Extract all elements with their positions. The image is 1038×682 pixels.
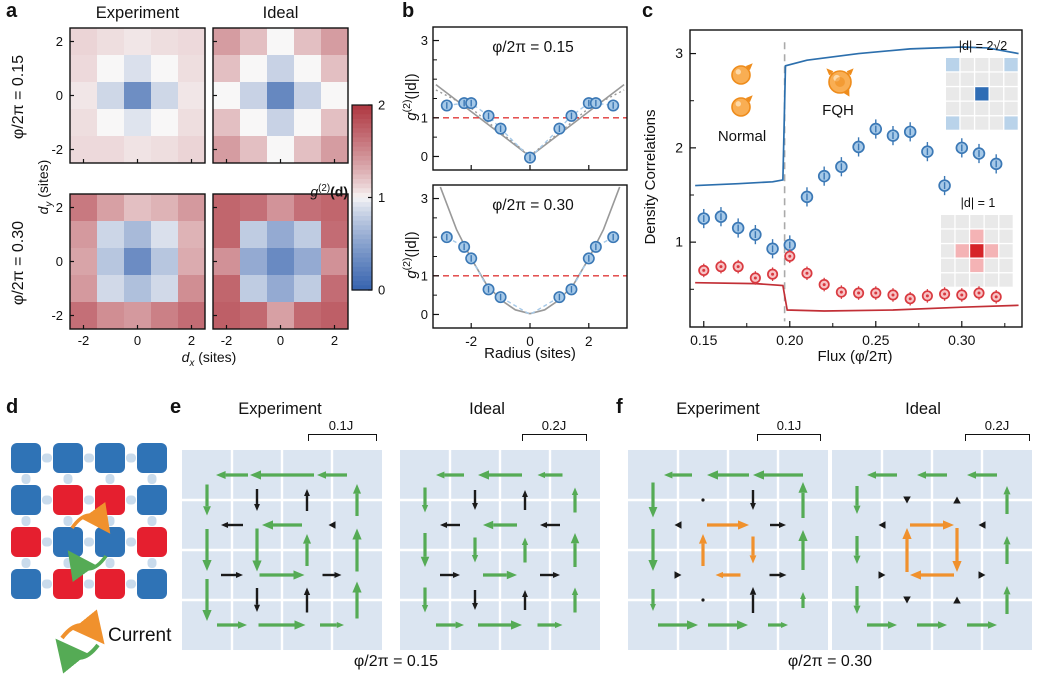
normal-phase-label: Normal bbox=[717, 128, 767, 145]
scalebar-bracket bbox=[522, 434, 587, 441]
svg-text:0: 0 bbox=[56, 254, 63, 269]
panel-f-title-experiment: Experiment bbox=[676, 400, 760, 418]
panel-f-scalebar-label-exp: 0.1J bbox=[776, 418, 802, 433]
panel-e-letter: e bbox=[170, 396, 182, 418]
panel-d-lattice bbox=[11, 443, 167, 599]
panel-c-plot: 0.15 0.20 0.25 0.30 1 2 3 bbox=[675, 29, 1023, 348]
svg-text:2: 2 bbox=[56, 200, 63, 215]
svg-text:0: 0 bbox=[526, 334, 534, 349]
current-legend-icon bbox=[55, 609, 105, 674]
svg-text:2: 2 bbox=[585, 334, 593, 349]
svg-text:1: 1 bbox=[675, 234, 683, 250]
panel-a-ylabel: dy (sites) bbox=[35, 159, 55, 215]
panel-f-caption: φ/2π = 0.30 bbox=[787, 653, 873, 670]
svg-text:1: 1 bbox=[378, 190, 385, 205]
svg-text:0.30: 0.30 bbox=[948, 332, 975, 348]
svg-text:2: 2 bbox=[378, 98, 385, 113]
panel-e-caption: φ/2π = 0.15 bbox=[353, 653, 439, 670]
panel-b-letter: b bbox=[402, 0, 415, 22]
panel-c-ylabel: Density Correlations bbox=[642, 109, 659, 245]
panel-b-annotation-030: φ/2π = 0.30 bbox=[492, 197, 574, 214]
colorbar-label: g(2)(d) bbox=[310, 183, 348, 200]
svg-text:-2: -2 bbox=[51, 142, 63, 157]
panel-c-letter: c bbox=[642, 0, 654, 22]
panel-e-title-experiment: Experiment bbox=[238, 400, 322, 418]
svg-text:0: 0 bbox=[421, 307, 428, 322]
panel-d-letter: d bbox=[6, 396, 19, 418]
svg-text:-2: -2 bbox=[78, 333, 90, 348]
inset-label-d1: |d| = 1 bbox=[960, 196, 996, 210]
scalebar-bracket bbox=[757, 434, 821, 441]
panel-a-col-title-experiment: Experiment bbox=[95, 4, 180, 22]
svg-text:-2: -2 bbox=[221, 333, 233, 348]
panel-a-heatmaps: 2 0 -2 -2 0 2 2 0 -2 -2 0 2 2 1 0 bbox=[51, 27, 385, 348]
svg-text:1: 1 bbox=[421, 268, 428, 283]
svg-text:0: 0 bbox=[134, 333, 141, 348]
svg-text:0.20: 0.20 bbox=[776, 332, 803, 348]
panel-f-title-ideal: Ideal bbox=[905, 400, 941, 418]
svg-text:0: 0 bbox=[421, 149, 428, 164]
panel-e-current-map-ideal bbox=[400, 450, 600, 650]
svg-text:2: 2 bbox=[56, 34, 63, 49]
svg-text:3: 3 bbox=[421, 191, 428, 206]
svg-text:2: 2 bbox=[188, 333, 195, 348]
fqh-phase-label: FQH bbox=[822, 102, 854, 119]
panel-b-plots: 0 1 3 0 1 3 -2 0 2 bbox=[421, 26, 628, 349]
panel-e-current-map-experiment bbox=[182, 450, 382, 650]
panel-b-ylabel-top: g(2)(|d|) bbox=[401, 73, 420, 121]
scalebar-bracket bbox=[965, 434, 1030, 441]
panel-f-scalebar-label-ideal: 0.2J bbox=[984, 418, 1010, 433]
panel-c-xlabel: Flux (φ/2π) bbox=[817, 348, 893, 365]
panel-a-col-title-ideal: Ideal bbox=[262, 4, 299, 22]
svg-text:0: 0 bbox=[56, 88, 63, 103]
panel-e-scalebar-label-ideal: 0.2J bbox=[541, 418, 567, 433]
inset-label-d2sqrt2: |d| = 2√2 bbox=[958, 39, 1008, 53]
panel-f-letter: f bbox=[616, 396, 623, 418]
svg-text:0.25: 0.25 bbox=[862, 332, 889, 348]
svg-text:0.15: 0.15 bbox=[690, 332, 717, 348]
svg-text:-2: -2 bbox=[51, 308, 63, 323]
svg-text:3: 3 bbox=[421, 33, 428, 48]
scalebar-bracket bbox=[308, 434, 377, 441]
panel-a-letter: a bbox=[6, 0, 18, 22]
svg-text:0: 0 bbox=[277, 333, 284, 348]
svg-text:2: 2 bbox=[675, 139, 683, 155]
panel-a-row-title-030: φ/2π = 0.30 bbox=[10, 220, 27, 306]
panel-a-row-title-015: φ/2π = 0.15 bbox=[10, 54, 27, 140]
panel-f-current-map-experiment bbox=[628, 450, 828, 650]
svg-text:2: 2 bbox=[331, 333, 338, 348]
panel-e-scalebar-label-exp: 0.1J bbox=[328, 418, 354, 433]
panel-e-title-ideal: Ideal bbox=[469, 400, 505, 418]
panel-b-annotation-015: φ/2π = 0.15 bbox=[492, 39, 574, 56]
panel-b-xlabel: Radius (sites) bbox=[484, 345, 576, 362]
panel-b-ylabel-bottom: g(2)(|d|) bbox=[401, 231, 420, 279]
svg-text:1: 1 bbox=[421, 110, 428, 125]
panel-a-xlabel: dx (sites) bbox=[181, 349, 237, 369]
panel-f-current-map-ideal bbox=[832, 450, 1032, 650]
svg-text:3: 3 bbox=[675, 45, 683, 61]
svg-text:-2: -2 bbox=[465, 334, 477, 349]
current-legend-label: Current bbox=[108, 625, 172, 646]
svg-text:0: 0 bbox=[378, 283, 385, 298]
